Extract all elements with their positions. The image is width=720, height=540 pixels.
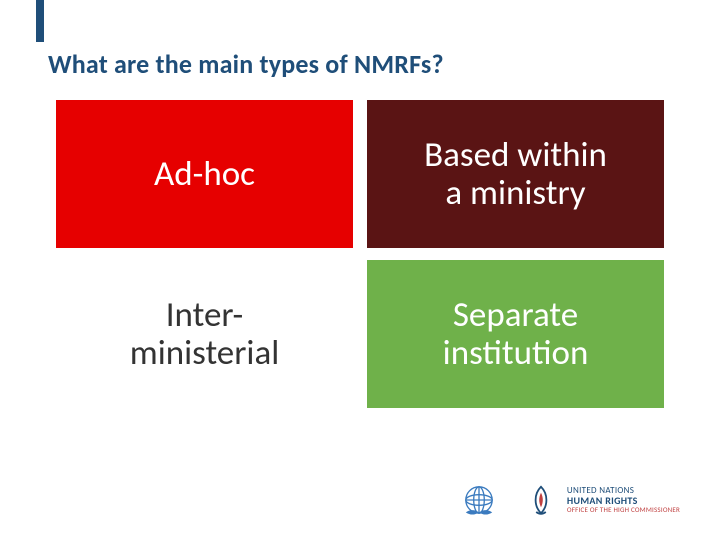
un-emblem-icon (457, 478, 501, 522)
ohchr-line3: OFFICE OF THE HIGH COMMISSIONER (567, 506, 680, 513)
accent-bar (36, 0, 44, 42)
grid-cell-ministry: Based withina ministry (367, 100, 664, 248)
grid-cell-label: Separateinstitution (443, 296, 589, 373)
slide: What are the main types of NMRFs? Ad-hoc… (0, 0, 720, 540)
grid-cell-label: Ad-hoc (154, 155, 255, 194)
grid-cell-separate: Separateinstitution (367, 260, 664, 408)
grid-cell-label: Inter-ministerial (130, 296, 280, 373)
ohchr-text: UNITED NATIONS HUMAN RIGHTS OFFICE OF TH… (567, 486, 680, 513)
grid-cell-label: Based withina ministry (424, 136, 607, 213)
ohchr-logo: UNITED NATIONS HUMAN RIGHTS OFFICE OF TH… (523, 482, 680, 518)
ohchr-emblem-icon (523, 482, 559, 518)
footer: UNITED NATIONS HUMAN RIGHTS OFFICE OF TH… (457, 478, 680, 522)
grid-cell-adhoc: Ad-hoc (56, 100, 353, 248)
types-grid: Ad-hoc Based withina ministry Inter-mini… (56, 100, 664, 408)
grid-cell-interministerial: Inter-ministerial (56, 260, 353, 408)
slide-title: What are the main types of NMRFs? (48, 48, 444, 80)
